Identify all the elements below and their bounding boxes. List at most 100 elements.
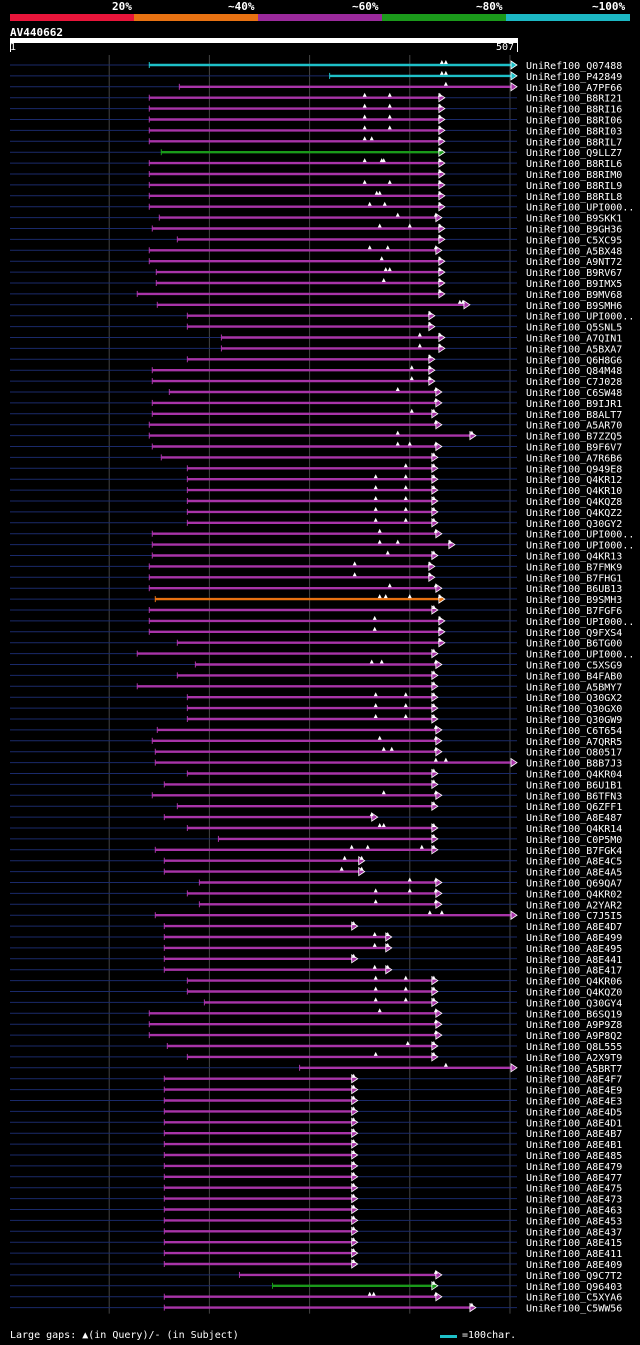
hit-label[interactable]: UniRef100_A8E409	[526, 1260, 622, 1271]
hit-label[interactable]: UniRef100_B9SMH6	[526, 301, 622, 312]
hit-label[interactable]: UniRef100_C5WW56	[526, 1304, 622, 1315]
hit-label[interactable]: UniRef100_A7QIN1	[526, 334, 622, 345]
hit-label[interactable]: UniRef100_A8E4D7	[526, 922, 622, 933]
hit-label[interactable]: UniRef100_B7FGF6	[526, 606, 622, 617]
hit-label[interactable]: UniRef100_Q30GW9	[526, 715, 622, 726]
hit-label[interactable]: UniRef100_B6TFN3	[526, 791, 622, 802]
hit-label[interactable]: UniRef100_A8E479	[526, 1162, 622, 1173]
hit-label[interactable]: UniRef100_B8RI06	[526, 116, 622, 127]
hit-label[interactable]: UniRef100_UPI000..	[526, 530, 634, 541]
hit-label[interactable]: UniRef100_A8E4E9	[526, 1086, 622, 1097]
hit-label[interactable]: UniRef100_UPI000..	[526, 541, 634, 552]
hit-label[interactable]: UniRef100_A8E441	[526, 955, 622, 966]
hit-label[interactable]: UniRef100_C5XYA6	[526, 1293, 622, 1304]
hit-label[interactable]: UniRef100_Q30GY2	[526, 519, 622, 530]
hit-label[interactable]: UniRef100_Q949E8	[526, 464, 622, 475]
hit-label[interactable]: UniRef100_A7R6B6	[526, 453, 622, 464]
hit-label[interactable]: UniRef100_B8RI03	[526, 126, 622, 137]
hit-label[interactable]: UniRef100_Q9C7T2	[526, 1271, 622, 1282]
hit-label[interactable]: UniRef100_B8RI16	[526, 105, 622, 116]
hit-label[interactable]: UniRef100_Q69QA7	[526, 879, 622, 890]
hit-label[interactable]: UniRef100_B6TG00	[526, 639, 622, 650]
hit-label[interactable]: UniRef100_B4FAB0	[526, 671, 622, 682]
hit-label[interactable]: UniRef100_Q4KR06	[526, 977, 622, 988]
hit-label[interactable]: UniRef100_B9MV68	[526, 290, 622, 301]
hit-label[interactable]: UniRef100_C7J028	[526, 377, 622, 388]
hit-label[interactable]: UniRef100_C7J5I5	[526, 911, 622, 922]
hit-label[interactable]: UniRef100_B9SMH3	[526, 595, 622, 606]
hit-label[interactable]: UniRef100_B9GH36	[526, 225, 622, 236]
hit-label[interactable]: UniRef100_Q30GY4	[526, 998, 622, 1009]
hit-label[interactable]: UniRef100_Q9LLZ7	[526, 148, 622, 159]
hit-label[interactable]: UniRef100_Q30GX2	[526, 693, 622, 704]
hit-label[interactable]: UniRef100_P42849	[526, 72, 622, 83]
hit-label[interactable]: UniRef100_Q4KQZ0	[526, 988, 622, 999]
hit-label[interactable]: UniRef100_A5BXA7	[526, 344, 622, 355]
hit-label[interactable]: UniRef100_Q4KR02	[526, 889, 622, 900]
hit-label[interactable]: UniRef100_O80517	[526, 748, 622, 759]
hit-label[interactable]: UniRef100_B9IJR1	[526, 399, 622, 410]
hit-label[interactable]: UniRef100_A8E4F7	[526, 1075, 622, 1086]
hit-label[interactable]: UniRef100_B9IMX5	[526, 279, 622, 290]
hit-label[interactable]: UniRef100_A2YAR2	[526, 900, 622, 911]
hit-label[interactable]: UniRef100_A8E475	[526, 1184, 622, 1195]
hit-label[interactable]: UniRef100_A8E499	[526, 933, 622, 944]
hit-label[interactable]: UniRef100_A8E4B1	[526, 1140, 622, 1151]
hit-label[interactable]: UniRef100_B7FMK9	[526, 562, 622, 573]
hit-label[interactable]: UniRef100_A5BRT7	[526, 1064, 622, 1075]
hit-label[interactable]: UniRef100_A5BMY7	[526, 682, 622, 693]
hit-label[interactable]: UniRef100_A8E417	[526, 966, 622, 977]
hit-label[interactable]: UniRef100_C0P5M0	[526, 835, 622, 846]
hit-label[interactable]: UniRef100_B6UB13	[526, 584, 622, 595]
hit-label[interactable]: UniRef100_Q4KR13	[526, 552, 622, 563]
hit-label[interactable]: UniRef100_Q96403	[526, 1282, 622, 1293]
hit-label[interactable]: UniRef100_A8E453	[526, 1216, 622, 1227]
hit-label[interactable]: UniRef100_C5XC95	[526, 235, 622, 246]
hit-label[interactable]: UniRef100_A8E495	[526, 944, 622, 955]
hit-label[interactable]: UniRef100_A7PF66	[526, 83, 622, 94]
hit-label[interactable]: UniRef100_A8E487	[526, 813, 622, 824]
hit-label[interactable]: UniRef100_A8E463	[526, 1206, 622, 1217]
hit-label[interactable]: UniRef100_B8RIL7	[526, 137, 622, 148]
hit-label[interactable]: UniRef100_Q9FXS4	[526, 628, 622, 639]
hit-label[interactable]: UniRef100_B7FGK4	[526, 846, 622, 857]
hit-label[interactable]: UniRef100_A8E4B7	[526, 1129, 622, 1140]
hit-label[interactable]: UniRef100_C6SW48	[526, 388, 622, 399]
hit-label[interactable]: UniRef100_A2X9T9	[526, 1053, 622, 1064]
hit-label[interactable]: UniRef100_UPI000..	[526, 650, 634, 661]
hit-label[interactable]: UniRef100_B9SKK1	[526, 214, 622, 225]
hit-label[interactable]: UniRef100_B9RV67	[526, 268, 622, 279]
hit-label[interactable]: UniRef100_B7FHG1	[526, 573, 622, 584]
hit-label[interactable]: UniRef100_B8RI21	[526, 94, 622, 105]
hit-label[interactable]: UniRef100_A9P8Q2	[526, 1031, 622, 1042]
hit-label[interactable]: UniRef100_C5XSG9	[526, 661, 622, 672]
hit-label[interactable]: UniRef100_Q4KQZ8	[526, 497, 622, 508]
hit-label[interactable]: UniRef100_A7QRR5	[526, 737, 622, 748]
hit-label[interactable]: UniRef100_A8E437	[526, 1227, 622, 1238]
hit-label[interactable]: UniRef100_C6T654	[526, 726, 622, 737]
hit-label[interactable]: UniRef100_Q30GX0	[526, 704, 622, 715]
hit-label[interactable]: UniRef100_Q6ZFF1	[526, 802, 622, 813]
hit-label[interactable]: UniRef100_Q4KR04	[526, 770, 622, 781]
hit-label[interactable]: UniRef100_Q07488	[526, 61, 622, 72]
hit-label[interactable]: UniRef100_A5AR70	[526, 421, 622, 432]
hit-label[interactable]: UniRef100_B8RIL9	[526, 181, 622, 192]
hit-label[interactable]: UniRef100_A8E477	[526, 1173, 622, 1184]
hit-label[interactable]: UniRef100_B6SQ19	[526, 1009, 622, 1020]
hit-label[interactable]: UniRef100_B9F6V7	[526, 443, 622, 454]
hit-label[interactable]: UniRef100_B8RIM0	[526, 170, 622, 181]
hit-label[interactable]: UniRef100_Q4KR12	[526, 475, 622, 486]
hit-label[interactable]: UniRef100_B8ALT7	[526, 410, 622, 421]
hit-label[interactable]: UniRef100_A8E4A5	[526, 868, 622, 879]
hit-label[interactable]: UniRef100_A9P9Z8	[526, 1020, 622, 1031]
hit-label[interactable]: UniRef100_A9NT72	[526, 257, 622, 268]
hit-label[interactable]: UniRef100_Q4KQZ2	[526, 508, 622, 519]
hit-label[interactable]: UniRef100_B7ZZQ5	[526, 432, 622, 443]
hit-label[interactable]: UniRef100_UPI000..	[526, 617, 634, 628]
hit-label[interactable]: UniRef100_A8E4D5	[526, 1107, 622, 1118]
hit-label[interactable]: UniRef100_A8E411	[526, 1249, 622, 1260]
hit-label[interactable]: UniRef100_Q4KR14	[526, 824, 622, 835]
hit-label[interactable]: UniRef100_B8RIL6	[526, 159, 622, 170]
hit-label[interactable]: UniRef100_A5BX48	[526, 246, 622, 257]
hit-label[interactable]: UniRef100_Q84M48	[526, 366, 622, 377]
